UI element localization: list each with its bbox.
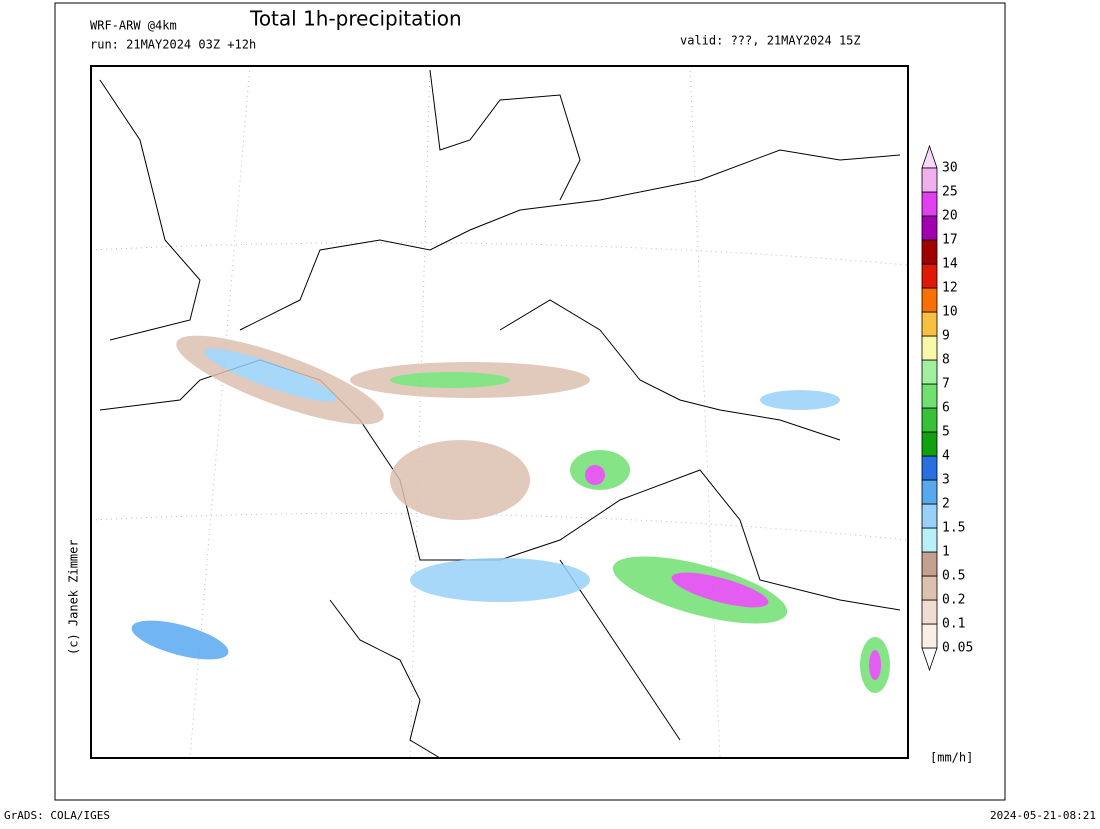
precip-fields <box>131 335 890 693</box>
colorbar-label: 14 <box>942 257 958 272</box>
model-label: WRF-ARW @4km <box>90 19 177 33</box>
colorbar-box <box>921 527 938 553</box>
colorbar-label: 0.1 <box>942 617 965 632</box>
colorbar-box <box>921 599 938 625</box>
colorbar-label: 9 <box>942 329 950 344</box>
colorbar-label: 20 <box>942 209 958 224</box>
footer-left: GrADS: COLA/IGES <box>4 809 110 822</box>
colorbar-box <box>921 311 938 337</box>
run-label: run: 21MAY2024 03Z +12h <box>90 38 256 52</box>
colorbar-box <box>921 359 938 385</box>
colorbar-label: 17 <box>942 233 958 248</box>
colorbar-label: 3 <box>942 473 950 488</box>
map-title: Total 1h-precipitation <box>249 7 462 31</box>
colorbar-label: 5 <box>942 425 950 440</box>
colorbar-box <box>921 335 938 361</box>
colorbar-box <box>921 551 938 577</box>
colorbar-label: 4 <box>942 449 950 464</box>
colorbar-label: 0.05 <box>942 641 973 656</box>
colorbar-label: 0.5 <box>942 569 965 584</box>
colorbar-label: 10 <box>942 305 958 320</box>
colorbar-label: 8 <box>942 353 950 368</box>
colorbar-box <box>921 287 938 313</box>
outer-frame <box>54 2 1006 801</box>
colorbar-box <box>921 215 938 241</box>
colorbar-label: 2 <box>942 497 950 512</box>
colorbar-box <box>921 623 938 649</box>
colorbar-box <box>921 383 938 409</box>
colorbar-box <box>921 407 938 433</box>
colorbar-box <box>921 431 938 457</box>
colorbar-high-triangle <box>921 144 938 169</box>
colorbar-box <box>921 167 938 193</box>
colorbar-box <box>921 455 938 481</box>
colorbar-label: 1 <box>942 545 950 560</box>
colorbar-low-triangle <box>921 647 938 672</box>
map-area <box>91 66 908 758</box>
colorbar-label: 30 <box>942 161 958 176</box>
colorbar-box <box>921 503 938 529</box>
credit: (c) Janek Zimmer <box>67 539 81 655</box>
colorbar-label: 12 <box>942 281 958 296</box>
colorbar-label: 1.5 <box>942 521 965 536</box>
colorbar: 0.05 0.1 0.2 0.5 1 1.5 2 3 4 5 6 7 8 9 10 12 14 17 20 25 30 <box>921 144 973 672</box>
colorbar-label: 0.2 <box>942 593 965 608</box>
colorbar-box <box>921 575 938 601</box>
colorbar-label: 25 <box>942 185 958 200</box>
colorbar-label: 6 <box>942 401 950 416</box>
footer-right: 2024-05-21-08:21 <box>990 809 1096 822</box>
colorbar-box <box>921 479 938 505</box>
colorbar-box <box>921 263 938 289</box>
map-frame <box>90 65 909 759</box>
colorbar-label: 7 <box>942 377 950 392</box>
colorbar-box <box>921 239 938 265</box>
colorbar-box <box>921 191 938 217</box>
unit-label: [mm/h] <box>930 751 973 765</box>
valid-label: valid: ???, 21MAY2024 15Z <box>680 34 861 48</box>
map <box>90 65 909 759</box>
